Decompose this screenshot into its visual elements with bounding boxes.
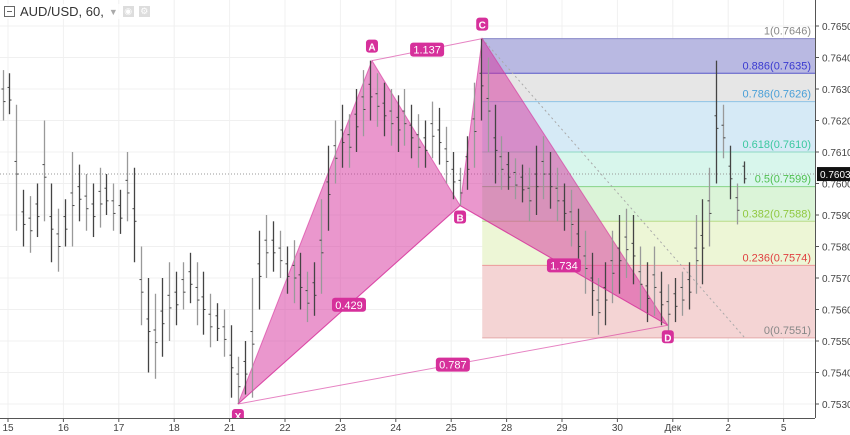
time-tick-label: 17 bbox=[113, 423, 125, 434]
last-price-label: 0.7603 bbox=[820, 170, 850, 181]
time-tick-label: 18 bbox=[169, 423, 181, 434]
collapse-icon[interactable] bbox=[4, 6, 15, 17]
price-tick-label: 0.7640 bbox=[822, 54, 850, 65]
price-tick-label: 0.7580 bbox=[822, 243, 850, 254]
time-axis[interactable] bbox=[0, 418, 815, 435]
fib-level-label: 0.382(0.7588) bbox=[743, 208, 812, 220]
time-tick-label: Дек bbox=[664, 423, 681, 434]
price-tick-label: 0.7550 bbox=[822, 337, 850, 348]
time-tick-label: 28 bbox=[501, 423, 513, 434]
price-tick-label: 0.7540 bbox=[822, 369, 850, 380]
pattern-point-badge[interactable] bbox=[454, 210, 467, 224]
time-tick-label: 5 bbox=[781, 423, 787, 434]
fib-level-label: 0(0.7551) bbox=[764, 325, 811, 337]
ratio-badge bbox=[435, 357, 470, 372]
time-tick-label: 30 bbox=[612, 423, 624, 434]
fib-level-label: 0.236(0.7574) bbox=[743, 252, 812, 264]
fib-level-label: 0.786(0.7626) bbox=[743, 89, 812, 101]
pattern-point-label: X bbox=[235, 412, 242, 423]
eye-icon[interactable]: ◉ bbox=[122, 6, 134, 17]
price-tick-label: 0.7620 bbox=[822, 117, 850, 128]
time-tick-label: 23 bbox=[335, 423, 347, 434]
price-tick-label: 0.7590 bbox=[822, 211, 850, 222]
price-tick-label: 0.7560 bbox=[822, 306, 850, 317]
ratio-badge bbox=[546, 258, 581, 273]
time-tick-label: 16 bbox=[58, 423, 70, 434]
ratio-badge bbox=[410, 42, 445, 57]
fib-level-label: 0.618(0.7610) bbox=[743, 139, 812, 151]
time-tick-label: 25 bbox=[446, 423, 458, 434]
ratio-label: 0.787 bbox=[439, 360, 467, 372]
chart-legend: AUD/USD, 60, ▼ ◉ ⚙ bbox=[4, 4, 150, 19]
symbol-title[interactable]: AUD/USD, 60, bbox=[20, 4, 104, 19]
fib-level-label: 1(0.7646) bbox=[764, 26, 811, 38]
time-tick-label: 21 bbox=[224, 423, 236, 434]
price-tick-label: 0.7570 bbox=[822, 274, 850, 285]
pattern-point-badge[interactable] bbox=[365, 39, 378, 53]
ratio-label: 0.429 bbox=[335, 300, 363, 312]
gear-icon[interactable]: ⚙ bbox=[138, 6, 150, 17]
pattern-point-label: C bbox=[479, 21, 486, 32]
price-tick-label: 0.7530 bbox=[822, 400, 850, 411]
pattern-point-label: D bbox=[664, 333, 671, 344]
ratio-label: 1.137 bbox=[413, 45, 441, 57]
last-price-badge bbox=[817, 167, 850, 182]
price-tick-label: 0.7630 bbox=[822, 85, 850, 96]
price-tick-label: 0.7600 bbox=[822, 180, 850, 191]
pattern-point-badge[interactable] bbox=[476, 17, 489, 31]
fib-band bbox=[482, 73, 815, 102]
ratio-badge bbox=[331, 297, 366, 312]
pattern-triangle-xab[interactable] bbox=[237, 59, 461, 405]
time-tick-label: 22 bbox=[279, 423, 291, 434]
fib-level-label: 0.886(0.7635) bbox=[743, 60, 812, 72]
time-tick-label: 2 bbox=[725, 423, 731, 434]
fib-band bbox=[482, 38, 815, 74]
fib-level-label: 0.5(0.7599) bbox=[755, 174, 811, 186]
ratio-label: 1.734 bbox=[550, 260, 578, 272]
fib-trend-line[interactable] bbox=[481, 38, 746, 339]
price-tick-label: 0.7610 bbox=[822, 148, 850, 159]
time-tick-label: 24 bbox=[390, 423, 402, 434]
caret-down-icon[interactable]: ▼ bbox=[108, 6, 118, 17]
pattern-point-badge[interactable] bbox=[661, 330, 674, 344]
price-tick-label: 0.7650 bbox=[822, 22, 850, 33]
pattern-point-label: B bbox=[456, 214, 463, 225]
price-axis[interactable] bbox=[815, 0, 850, 435]
pattern-point-label: A bbox=[368, 43, 375, 54]
time-tick-label: 29 bbox=[556, 423, 568, 434]
time-tick-label: 15 bbox=[2, 423, 14, 434]
